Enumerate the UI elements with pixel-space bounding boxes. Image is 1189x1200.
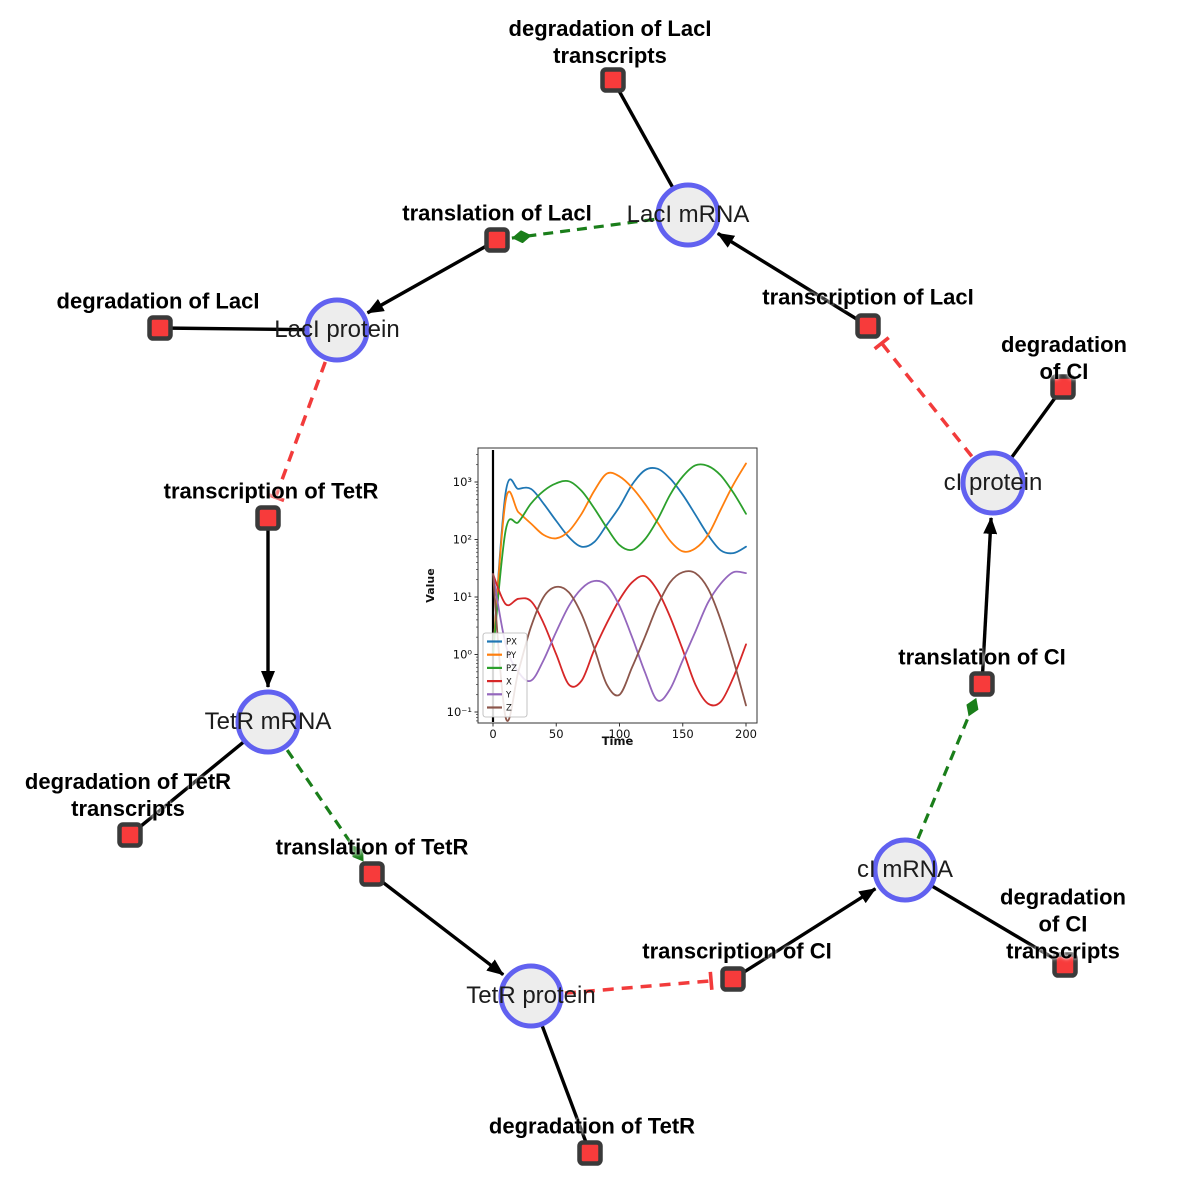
edge-translation-tetr-tetr-protein-production	[370, 872, 505, 977]
series-pz	[492, 463, 747, 656]
legend-label-x: X	[506, 677, 512, 687]
species-layer	[235, 182, 1026, 1029]
y-tick-label: 10²	[453, 533, 472, 547]
time-series-plot: 10⁻¹ 10⁰ 10¹ 10² 10³ 0 50 100 150 200 Time Value PX P…	[422, 431, 770, 763]
legend-label-px: PX	[506, 638, 517, 648]
edge-laci-protein-transcription-tetr-inhibition	[266, 361, 327, 503]
series-y	[492, 570, 747, 702]
reaction-node-transcription-laci[interactable]	[855, 313, 881, 339]
reaction-node-deg-laci-tx[interactable]	[600, 67, 626, 93]
x-tick-label: 100	[609, 727, 631, 741]
species-node-tetr-mrna[interactable]	[235, 689, 301, 755]
series-z	[492, 570, 747, 722]
y-tick-label: 10⁻¹	[447, 705, 472, 719]
legend-label-py: PY	[506, 651, 517, 661]
reaction-node-deg-tetr[interactable]	[577, 1140, 603, 1166]
legend-label-z: Z	[506, 704, 512, 714]
species-node-ci-protein[interactable]	[960, 450, 1026, 516]
reaction-node-translation-tetr[interactable]	[359, 861, 385, 887]
species-node-ci-mrna[interactable]	[872, 837, 938, 903]
edge-tetr-protein-transcription-ci-inhibition	[564, 971, 714, 995]
edge-translation-ci-ci-protein-production	[980, 516, 998, 685]
plot-legend: PX PY PZ XYZ	[482, 632, 528, 718]
series-px	[492, 467, 747, 656]
species-node-laci-mrna[interactable]	[655, 182, 721, 248]
reaction-node-deg-ci[interactable]	[1050, 374, 1076, 400]
legend-label-pz: PZ	[506, 664, 517, 674]
reaction-node-deg-tetr-tx[interactable]	[117, 822, 143, 848]
x-tick-label: 50	[549, 727, 564, 741]
reaction-node-deg-laci[interactable]	[147, 315, 173, 341]
edges-layer	[128, 79, 1066, 1154]
edge-ci-protein-transcription-laci-inhibition	[873, 336, 974, 458]
reaction-node-translation-ci[interactable]	[969, 671, 995, 697]
reaction-node-deg-ci-tx[interactable]	[1052, 952, 1078, 978]
series-x	[492, 573, 747, 707]
x-tick-label: 200	[735, 727, 757, 741]
edge-transcription-laci-laci-mrna-production	[716, 231, 869, 328]
edge-tetr-mrna-translation-tetr-modifier	[285, 749, 365, 863]
x-tick-label: 0	[489, 727, 496, 741]
y-tick-label: 10¹	[453, 590, 472, 604]
legend-label-y: Y	[505, 691, 512, 701]
x-axis-label: Time	[602, 734, 634, 748]
legend-box	[482, 632, 528, 718]
reactions-layer	[117, 67, 1078, 1166]
series-py	[492, 462, 747, 656]
plot-axes-box	[477, 447, 758, 724]
reaction-node-transcription-ci[interactable]	[720, 966, 746, 992]
plot-curves	[492, 462, 747, 722]
species-node-tetr-protein[interactable]	[498, 963, 564, 1029]
edge-laci-mrna-translation-laci-modifier	[511, 217, 655, 244]
reaction-node-transcription-tetr[interactable]	[255, 505, 281, 531]
y-axis-label: Value	[424, 568, 437, 602]
y-tick-label: 10⁰	[453, 648, 473, 662]
edge-ci-mrna-translation-ci-modifier	[916, 697, 979, 840]
edge-transcription-ci-ci-mrna-production	[732, 887, 877, 981]
edge-translation-laci-laci-protein-production	[366, 238, 498, 315]
y-tick-label: 10³	[453, 475, 473, 489]
x-tick-label: 150	[672, 727, 694, 741]
reaction-node-translation-laci[interactable]	[484, 227, 510, 253]
species-node-laci-protein[interactable]	[304, 297, 370, 363]
